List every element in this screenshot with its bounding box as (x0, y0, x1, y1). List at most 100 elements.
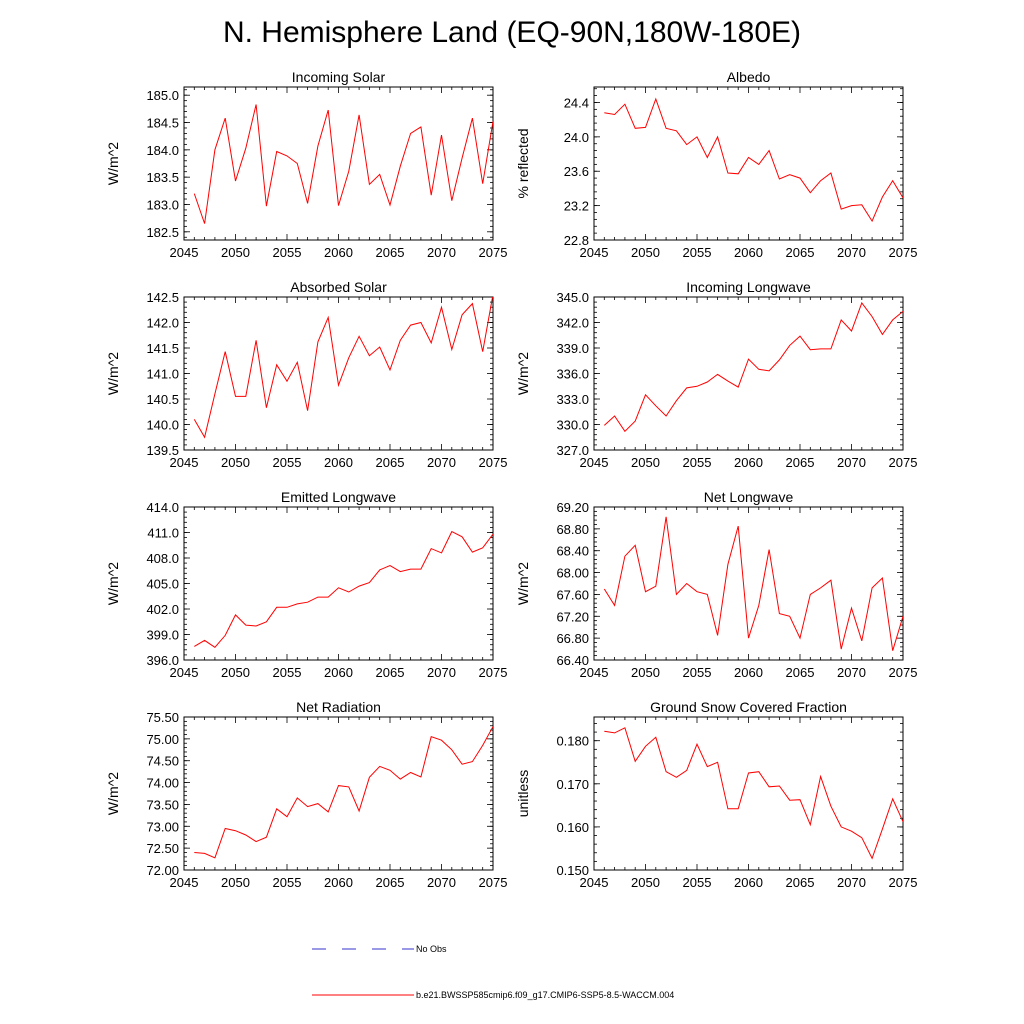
x-tick-label: 2055 (273, 245, 302, 260)
x-tick-label: 2065 (786, 245, 815, 260)
x-tick-label: 2045 (580, 665, 609, 680)
x-tick-label: 2050 (631, 875, 660, 890)
x-tick-label: 2070 (837, 665, 866, 680)
x-tick-label: 2065 (786, 665, 815, 680)
y-tick-label: 24.4 (564, 95, 589, 110)
panel-frame (183, 716, 494, 871)
series-line (604, 727, 903, 860)
x-tick-label: 2050 (631, 665, 660, 680)
y-tick-label: 333.0 (556, 392, 589, 407)
y-tick-label: 0.160 (556, 820, 589, 835)
x-tick-label: 2060 (734, 665, 763, 680)
x-tick-label: 2055 (273, 665, 302, 680)
x-tick-label: 2050 (221, 665, 250, 680)
x-tick-label: 2050 (221, 875, 250, 890)
panel-frame (183, 86, 494, 241)
y-tick-label: 327.0 (556, 443, 589, 458)
y-tick-label: 184.5 (146, 116, 179, 131)
y-tick-label: 342.0 (556, 316, 589, 331)
panel-3: Absorbed Solar W/m^2 2045 2050 2055 2060 2065 2… (105, 279, 507, 470)
panel-5: Emitted Longwave W/m^2 2045 2050 2055 2060 206… (105, 489, 507, 680)
y-tick-label: 0.150 (556, 863, 589, 878)
panel-title: Absorbed Solar (290, 279, 387, 295)
y-tick-label: 72.00 (146, 863, 179, 878)
y-tick-label: 139.5 (146, 443, 179, 458)
y-axis-label: W/m^2 (515, 352, 531, 395)
y-tick-label: 182.5 (146, 225, 179, 240)
legend: No Obs b.e21.BWSSP585cmip6.f09_g17.CMIP6… (312, 944, 674, 1000)
panel-title: Net Longwave (704, 489, 794, 505)
x-tick-label: 2065 (786, 875, 815, 890)
panel-title: Net Radiation (296, 699, 381, 715)
y-tick-label: 24.0 (564, 130, 589, 145)
series-line (604, 97, 903, 223)
y-tick-label: 22.8 (564, 233, 589, 248)
y-tick-label: 140.0 (146, 418, 179, 433)
y-tick-label: 75.50 (146, 710, 179, 725)
y-tick-label: 68.80 (556, 522, 589, 537)
x-tick-label: 2065 (376, 875, 405, 890)
y-tick-label: 339.0 (556, 341, 589, 356)
x-tick-label: 2070 (837, 455, 866, 470)
x-tick-label: 2060 (734, 875, 763, 890)
y-tick-label: 73.00 (146, 819, 179, 834)
y-axis-label: W/m^2 (515, 562, 531, 605)
x-tick-label: 2075 (889, 455, 918, 470)
x-tick-label: 2045 (170, 665, 199, 680)
x-tick-label: 2075 (479, 455, 508, 470)
x-tick-label: 2050 (631, 455, 660, 470)
panels: Incoming Solar W/m^2 2045 2050 2055 2060 2065 2… (105, 69, 917, 890)
y-tick-label: 183.5 (146, 170, 179, 185)
y-tick-label: 142.0 (146, 316, 179, 331)
y-tick-label: 184.0 (146, 143, 179, 158)
y-tick-label: 68.40 (556, 544, 589, 559)
y-tick-label: 183.0 (146, 197, 179, 212)
y-tick-label: 142.5 (146, 290, 179, 305)
y-axis-label: unitless (515, 770, 531, 817)
panel-frame (593, 716, 904, 871)
x-tick-label: 2055 (683, 875, 712, 890)
y-tick-label: 74.50 (146, 754, 179, 769)
x-tick-label: 2060 (734, 245, 763, 260)
panel-title: Incoming Solar (292, 69, 386, 85)
panel-6: Net Longwave W/m^2 2045 2050 2055 2060 2065 207… (515, 489, 917, 680)
y-tick-label: 405.0 (146, 577, 179, 592)
y-tick-label: 72.50 (146, 841, 179, 856)
y-tick-label: 185.0 (146, 88, 179, 103)
y-tick-label: 345.0 (556, 290, 589, 305)
x-tick-label: 2060 (324, 665, 353, 680)
panel-4: Incoming Longwave W/m^2 2045 2050 2055 2060 20… (515, 279, 917, 470)
y-tick-label: 336.0 (556, 367, 589, 382)
y-tick-label: 67.60 (556, 587, 589, 602)
y-tick-label: 408.0 (146, 551, 179, 566)
y-axis-label: W/m^2 (105, 772, 121, 815)
x-tick-label: 2065 (376, 245, 405, 260)
panel-title: Ground Snow Covered Fraction (650, 699, 847, 715)
x-tick-label: 2050 (221, 245, 250, 260)
y-tick-label: 66.80 (556, 631, 589, 646)
y-tick-label: 399.0 (146, 628, 179, 643)
x-tick-label: 2060 (734, 455, 763, 470)
y-tick-label: 411.0 (147, 526, 179, 541)
series-line (193, 104, 493, 224)
x-tick-label: 2055 (273, 455, 302, 470)
x-tick-label: 2055 (683, 665, 712, 680)
panel-title: Emitted Longwave (281, 489, 396, 505)
series-line (194, 726, 493, 859)
x-tick-label: 2045 (580, 245, 609, 260)
y-axis-label: W/m^2 (105, 562, 121, 605)
panel-1: Incoming Solar W/m^2 2045 2050 2055 2060 2065 2… (105, 69, 507, 260)
y-tick-label: 67.20 (556, 609, 589, 624)
x-tick-label: 2070 (837, 875, 866, 890)
y-tick-label: 74.00 (146, 776, 179, 791)
y-tick-label: 23.2 (564, 199, 589, 214)
series-line (603, 516, 903, 651)
x-tick-label: 2070 (427, 455, 456, 470)
x-tick-label: 2070 (427, 665, 456, 680)
legend-obs-label: No Obs (416, 944, 447, 954)
panel-8: Ground Snow Covered Fraction unitless 2045… (515, 699, 917, 890)
y-axis-label: W/m^2 (105, 142, 121, 185)
y-tick-label: 414.0 (146, 500, 179, 515)
x-tick-label: 2075 (889, 245, 918, 260)
